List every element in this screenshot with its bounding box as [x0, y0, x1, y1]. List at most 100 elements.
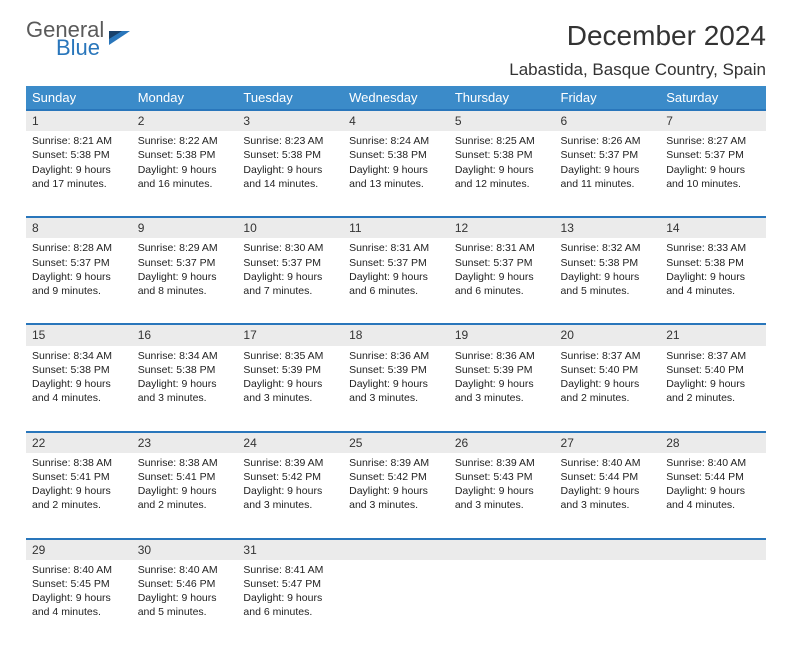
sunset-line: Sunset: 5:37 PM — [561, 148, 655, 162]
sunrise-line: Sunrise: 8:30 AM — [243, 241, 337, 255]
day-cell: Sunrise: 8:37 AMSunset: 5:40 PMDaylight:… — [555, 346, 661, 432]
sunset-line: Sunset: 5:44 PM — [666, 470, 760, 484]
sunrise-line: Sunrise: 8:40 AM — [666, 456, 760, 470]
day-cell: Sunrise: 8:39 AMSunset: 5:43 PMDaylight:… — [449, 453, 555, 539]
daylight-line: Daylight: 9 hours and 4 minutes. — [666, 270, 760, 298]
daylight-line: Daylight: 9 hours and 6 minutes. — [243, 591, 337, 619]
day-content-row: Sunrise: 8:40 AMSunset: 5:45 PMDaylight:… — [26, 560, 766, 646]
daylight-line: Daylight: 9 hours and 10 minutes. — [666, 163, 760, 191]
day-number-row: 22232425262728 — [26, 432, 766, 453]
day-number: 19 — [449, 324, 555, 345]
day-cell: Sunrise: 8:22 AMSunset: 5:38 PMDaylight:… — [132, 131, 238, 217]
sunset-line: Sunset: 5:37 PM — [138, 256, 232, 270]
day-number: 10 — [237, 217, 343, 238]
sunset-line: Sunset: 5:38 PM — [32, 148, 126, 162]
day-cell: Sunrise: 8:40 AMSunset: 5:45 PMDaylight:… — [26, 560, 132, 646]
daylight-line: Daylight: 9 hours and 6 minutes. — [455, 270, 549, 298]
weekday-header-row: Sunday Monday Tuesday Wednesday Thursday… — [26, 86, 766, 110]
daylight-line: Daylight: 9 hours and 6 minutes. — [349, 270, 443, 298]
daylight-line: Daylight: 9 hours and 3 minutes. — [243, 484, 337, 512]
day-cell: Sunrise: 8:35 AMSunset: 5:39 PMDaylight:… — [237, 346, 343, 432]
day-number: 18 — [343, 324, 449, 345]
day-number: 24 — [237, 432, 343, 453]
sunset-line: Sunset: 5:38 PM — [243, 148, 337, 162]
day-cell — [660, 560, 766, 646]
daylight-line: Daylight: 9 hours and 2 minutes. — [666, 377, 760, 405]
day-number-row: 891011121314 — [26, 217, 766, 238]
day-cell: Sunrise: 8:26 AMSunset: 5:37 PMDaylight:… — [555, 131, 661, 217]
day-cell — [449, 560, 555, 646]
day-cell: Sunrise: 8:31 AMSunset: 5:37 PMDaylight:… — [343, 238, 449, 324]
sunset-line: Sunset: 5:37 PM — [666, 148, 760, 162]
sunset-line: Sunset: 5:47 PM — [243, 577, 337, 591]
daylight-line: Daylight: 9 hours and 9 minutes. — [32, 270, 126, 298]
sunset-line: Sunset: 5:40 PM — [561, 363, 655, 377]
month-title: December 2024 — [509, 20, 766, 52]
calendar-body: 1234567Sunrise: 8:21 AMSunset: 5:38 PMDa… — [26, 110, 766, 646]
sunrise-line: Sunrise: 8:40 AM — [138, 563, 232, 577]
day-cell — [555, 560, 661, 646]
day-number: 28 — [660, 432, 766, 453]
day-cell: Sunrise: 8:30 AMSunset: 5:37 PMDaylight:… — [237, 238, 343, 324]
daylight-line: Daylight: 9 hours and 2 minutes. — [138, 484, 232, 512]
day-number: 27 — [555, 432, 661, 453]
day-number: 12 — [449, 217, 555, 238]
daylight-line: Daylight: 9 hours and 16 minutes. — [138, 163, 232, 191]
day-number: 13 — [555, 217, 661, 238]
daylight-line: Daylight: 9 hours and 3 minutes. — [455, 377, 549, 405]
sunrise-line: Sunrise: 8:39 AM — [243, 456, 337, 470]
day-cell: Sunrise: 8:33 AMSunset: 5:38 PMDaylight:… — [660, 238, 766, 324]
day-cell: Sunrise: 8:25 AMSunset: 5:38 PMDaylight:… — [449, 131, 555, 217]
daylight-line: Daylight: 9 hours and 12 minutes. — [455, 163, 549, 191]
day-cell: Sunrise: 8:40 AMSunset: 5:44 PMDaylight:… — [660, 453, 766, 539]
day-number: 9 — [132, 217, 238, 238]
sunrise-line: Sunrise: 8:25 AM — [455, 134, 549, 148]
daylight-line: Daylight: 9 hours and 3 minutes. — [138, 377, 232, 405]
sunrise-line: Sunrise: 8:40 AM — [561, 456, 655, 470]
sunrise-line: Sunrise: 8:36 AM — [455, 349, 549, 363]
day-number — [555, 539, 661, 560]
sunrise-line: Sunrise: 8:34 AM — [138, 349, 232, 363]
day-cell: Sunrise: 8:38 AMSunset: 5:41 PMDaylight:… — [132, 453, 238, 539]
sunset-line: Sunset: 5:39 PM — [349, 363, 443, 377]
daylight-line: Daylight: 9 hours and 14 minutes. — [243, 163, 337, 191]
sunrise-line: Sunrise: 8:36 AM — [349, 349, 443, 363]
daylight-line: Daylight: 9 hours and 7 minutes. — [243, 270, 337, 298]
day-number: 5 — [449, 110, 555, 131]
sunset-line: Sunset: 5:37 PM — [455, 256, 549, 270]
weekday-header: Sunday — [26, 86, 132, 110]
sunset-line: Sunset: 5:42 PM — [349, 470, 443, 484]
sunrise-line: Sunrise: 8:39 AM — [349, 456, 443, 470]
day-number-row: 1234567 — [26, 110, 766, 131]
sunrise-line: Sunrise: 8:41 AM — [243, 563, 337, 577]
sunset-line: Sunset: 5:41 PM — [32, 470, 126, 484]
day-cell: Sunrise: 8:31 AMSunset: 5:37 PMDaylight:… — [449, 238, 555, 324]
sunrise-line: Sunrise: 8:28 AM — [32, 241, 126, 255]
daylight-line: Daylight: 9 hours and 4 minutes. — [32, 377, 126, 405]
title-block: December 2024 Labastida, Basque Country,… — [509, 20, 766, 80]
sunrise-line: Sunrise: 8:32 AM — [561, 241, 655, 255]
sunrise-line: Sunrise: 8:40 AM — [32, 563, 126, 577]
daylight-line: Daylight: 9 hours and 3 minutes. — [349, 377, 443, 405]
sunrise-line: Sunrise: 8:37 AM — [666, 349, 760, 363]
location: Labastida, Basque Country, Spain — [509, 60, 766, 80]
day-number-row: 15161718192021 — [26, 324, 766, 345]
daylight-line: Daylight: 9 hours and 4 minutes. — [32, 591, 126, 619]
sunrise-line: Sunrise: 8:39 AM — [455, 456, 549, 470]
sunset-line: Sunset: 5:45 PM — [32, 577, 126, 591]
daylight-line: Daylight: 9 hours and 17 minutes. — [32, 163, 126, 191]
day-cell: Sunrise: 8:34 AMSunset: 5:38 PMDaylight:… — [132, 346, 238, 432]
weekday-header: Saturday — [660, 86, 766, 110]
sunset-line: Sunset: 5:38 PM — [666, 256, 760, 270]
sunrise-line: Sunrise: 8:33 AM — [666, 241, 760, 255]
daylight-line: Daylight: 9 hours and 4 minutes. — [666, 484, 760, 512]
day-cell: Sunrise: 8:40 AMSunset: 5:46 PMDaylight:… — [132, 560, 238, 646]
sunset-line: Sunset: 5:38 PM — [138, 363, 232, 377]
day-cell: Sunrise: 8:29 AMSunset: 5:37 PMDaylight:… — [132, 238, 238, 324]
weekday-header: Monday — [132, 86, 238, 110]
sunrise-line: Sunrise: 8:35 AM — [243, 349, 337, 363]
day-cell: Sunrise: 8:40 AMSunset: 5:44 PMDaylight:… — [555, 453, 661, 539]
day-number: 7 — [660, 110, 766, 131]
day-cell: Sunrise: 8:37 AMSunset: 5:40 PMDaylight:… — [660, 346, 766, 432]
sunrise-line: Sunrise: 8:29 AM — [138, 241, 232, 255]
